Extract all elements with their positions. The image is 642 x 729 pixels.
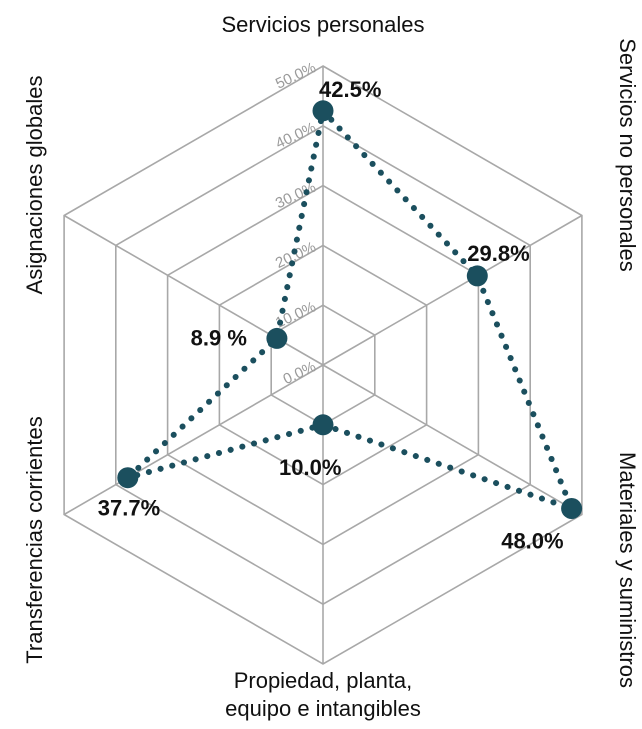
- tick-label-4: 40.0%: [273, 119, 319, 152]
- tick-label-0: 0.0%: [281, 358, 319, 388]
- data-point-4: [117, 467, 139, 489]
- axis-label-2: Materiales y suministros: [615, 452, 640, 688]
- data-point-3: [312, 414, 334, 436]
- axis-label-0-line-0: Servicios personales: [222, 12, 425, 37]
- axis-label-0: Servicios personales: [222, 12, 425, 37]
- axis-spoke-1: [322, 214, 583, 366]
- axis-label-4: Transferencias corrientes: [22, 416, 47, 663]
- data-labels: 42.5% 29.8% 48.0% 10.0% 37.7% 8.9 %: [98, 77, 564, 554]
- axis-label-3-line-1: equipo e intangibles: [225, 696, 421, 721]
- axis-label-4-line-0: Transferencias corrientes: [22, 416, 47, 663]
- axis-label-5-line-0: Asignaciones globales: [22, 76, 47, 295]
- data-point-5: [266, 327, 288, 349]
- axis-spoke-2: [322, 364, 583, 516]
- data-point-1: [466, 265, 488, 287]
- tick-label-5: 50.0%: [273, 59, 319, 92]
- axis-label-1-line-0: Servicios no personales: [615, 38, 640, 272]
- data-label-5: 8.9 %: [191, 325, 247, 350]
- axis-labels: Servicios personales Servicios no persona…: [22, 12, 640, 721]
- tick-label-3: 30.0%: [273, 179, 319, 212]
- data-label-2: 48.0%: [501, 529, 563, 554]
- data-series: [117, 100, 583, 519]
- data-label-4: 37.7%: [98, 496, 160, 521]
- data-label-1: 29.8%: [467, 241, 529, 266]
- radar-grid: [63, 65, 583, 665]
- data-point-2: [561, 498, 583, 519]
- axis-label-3: Propiedad, planta, equipo e intangibles: [225, 668, 421, 721]
- axis-label-2-line-0: Materiales y suministros: [615, 452, 640, 688]
- axis-label-5: Asignaciones globales: [22, 76, 47, 295]
- tick-label-2: 20.0%: [273, 239, 319, 272]
- data-label-0: 42.5%: [319, 77, 381, 102]
- data-label-3: 10.0%: [279, 455, 341, 480]
- axis-label-1: Servicios no personales: [615, 38, 640, 272]
- tick-label-1: 10.0%: [273, 298, 319, 331]
- axis-label-3-line-0: Propiedad, planta,: [234, 668, 413, 693]
- axis-spoke-4: [63, 364, 324, 516]
- data-point-0: [312, 100, 334, 122]
